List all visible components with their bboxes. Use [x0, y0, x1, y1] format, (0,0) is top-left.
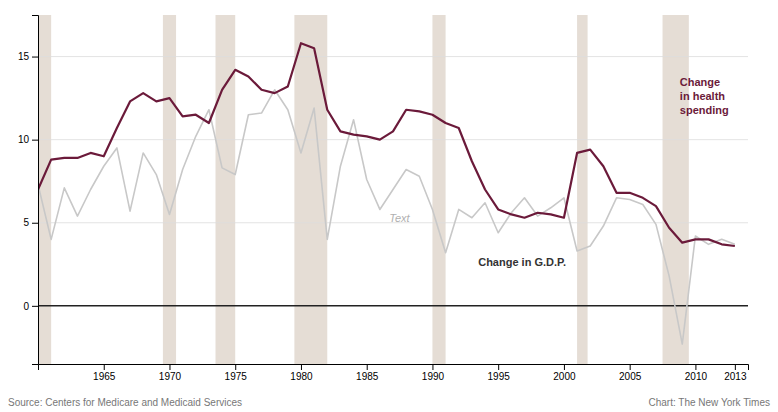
x-tick: 1990: [422, 364, 445, 382]
grid-line: [38, 56, 748, 57]
chart: 1965 1970 1975 1980 1985 1990 1995 2000 2005 2010…: [0, 0, 778, 412]
recession-band: [163, 15, 176, 364]
marks: [38, 15, 748, 364]
x-tick-label: 2000: [553, 371, 576, 382]
x-tick: 1980: [290, 364, 313, 382]
x-tick-mark: [301, 364, 302, 370]
recession-band: [577, 15, 588, 364]
x-tick-label: 1970: [159, 371, 182, 382]
y-tick-mark: [32, 306, 38, 307]
x-tick-label: 1995: [488, 371, 511, 382]
y-tick-label: 15: [18, 51, 30, 62]
x-tick-label: 1980: [290, 371, 313, 382]
x-tick-mark: [498, 364, 499, 370]
series-label: Change in G.D.P.: [478, 256, 566, 268]
x-tick-mark: [564, 364, 565, 370]
y-tick-mark: [32, 223, 38, 224]
y-axis: 0 5 10 15: [18, 16, 39, 365]
x-tick-mark: [104, 364, 105, 370]
series-line: [38, 90, 735, 344]
y-tick: 0: [23, 301, 38, 312]
x-axis-line: [39, 365, 749, 371]
x-tick-mark: [695, 364, 696, 370]
x-tick-label: 1965: [93, 371, 116, 382]
x-tick: 1975: [225, 364, 248, 382]
recession-band: [216, 15, 236, 364]
x-tick: 1970: [159, 364, 182, 382]
y-tick: 15: [18, 51, 38, 62]
x-tick: 1985: [356, 364, 379, 382]
x-axis: 1965 1970 1975 1980 1985 1990 1995 2000 2005 2010…: [39, 364, 749, 382]
x-tick-label: 2005: [619, 371, 642, 382]
y-tick: 5: [23, 217, 38, 228]
x-tick: 2010: [685, 364, 708, 382]
y-tick-label: 0: [23, 301, 29, 312]
source: Source: Centers for Medicare and Medicai…: [8, 397, 242, 408]
grid-line: [38, 139, 748, 140]
credit: Chart: The New York Times: [648, 397, 770, 408]
x-tick: 2005: [619, 364, 642, 382]
plot: 1965 1970 1975 1980 1985 1990 1995 2000 2005 2010…: [18, 15, 749, 382]
zero-line: [38, 305, 748, 307]
series-label: Changein healthspending: [680, 76, 729, 116]
recession-band: [432, 15, 445, 364]
x-tick: 1995: [488, 364, 511, 382]
x-tick-mark: [169, 364, 170, 370]
x-tick-label: 2010: [685, 371, 708, 382]
x-tick-label: 1975: [225, 371, 248, 382]
x-tick-label: 1985: [356, 371, 379, 382]
x-tick-mark: [367, 364, 368, 370]
x-tick-mark: [432, 364, 433, 370]
y-axis-line: [32, 16, 39, 365]
y-tick-label: 5: [23, 217, 29, 228]
watermark: Text: [389, 212, 410, 224]
x-tick-label: 1990: [422, 371, 445, 382]
x-tick-label: 2013: [724, 371, 747, 382]
y-tick: 10: [18, 134, 38, 145]
x-tick: 2013: [724, 364, 747, 382]
x-tick: 1965: [93, 364, 116, 382]
series-line: [38, 43, 735, 246]
x-tick-mark: [630, 364, 631, 370]
y-tick-mark: [32, 140, 38, 141]
x-tick: 2000: [553, 364, 576, 382]
x-tick-mark: [235, 364, 236, 370]
x-tick-mark: [735, 364, 736, 370]
y-tick-label: 10: [18, 134, 30, 145]
y-tick-mark: [32, 57, 38, 58]
